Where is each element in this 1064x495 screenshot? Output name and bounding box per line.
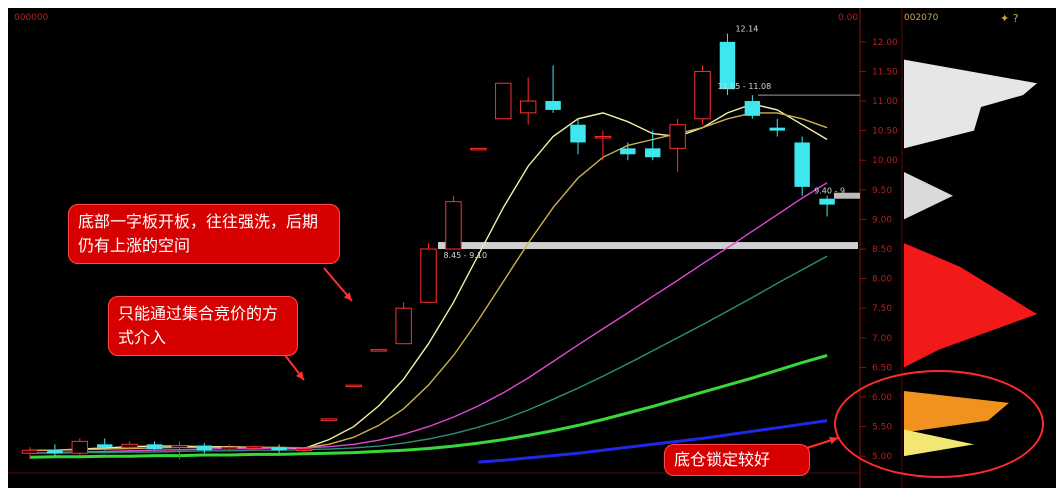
candle-body-up — [495, 82, 512, 120]
profile-white-upper — [904, 59, 1037, 149]
candle-body-down — [47, 450, 63, 454]
price-tick-label: 7.50 — [872, 304, 892, 314]
chart-panel: 12.14 11.05 - 11.08 8.45 - 9.10 9.40 - 9 00… — [8, 8, 1056, 488]
candle-body-up — [171, 445, 188, 448]
candle-body-down — [645, 148, 661, 158]
candle-body-up — [594, 136, 612, 139]
candle-body-up — [445, 201, 462, 250]
arrow-strong-wash-head — [343, 292, 352, 301]
price-tick-label: 10.50 — [872, 127, 898, 137]
candle-body-up — [694, 70, 711, 120]
candle-body-up — [345, 384, 363, 388]
candle-body-up — [669, 124, 686, 149]
candle-body-up — [420, 248, 437, 303]
candle-body-up — [121, 443, 138, 448]
callout-base-locked: 底仓锁定较好 — [664, 444, 810, 476]
candle-body-down — [620, 148, 636, 155]
candle-body-up — [320, 418, 338, 421]
resistance-band — [438, 242, 858, 250]
candle-body-up — [221, 446, 238, 450]
ma-line-1 — [30, 112, 828, 451]
candle-body-up — [71, 440, 89, 454]
candle-body-up — [370, 349, 387, 352]
candle-body-up — [470, 147, 487, 151]
price-tick-label: 8.50 — [872, 245, 892, 255]
price-tick-label: 12.00 — [872, 38, 898, 48]
price-tick-label: 10.00 — [872, 156, 898, 166]
candle-body-down — [719, 41, 736, 90]
header-code-right: 002070 — [904, 13, 939, 23]
candle-body-up — [245, 446, 263, 449]
candle-body-up — [519, 100, 537, 114]
candle-body-up — [21, 449, 39, 454]
price-tick-label: 11.50 — [872, 67, 898, 77]
candle-body-down — [570, 124, 586, 143]
ma-line-4 — [29, 354, 828, 459]
candle-body-down — [196, 445, 213, 451]
arrow-auction-entry-head — [295, 371, 304, 380]
price-tick-label: 8.00 — [872, 275, 892, 285]
candle-body-down — [271, 447, 287, 451]
price-tick-label: 6.50 — [872, 363, 892, 373]
low-marker — [834, 192, 860, 199]
candle-body-up — [295, 448, 313, 452]
arrow-base-locked-head — [829, 436, 838, 445]
price-tick-label: 7.00 — [872, 334, 892, 344]
candle-body-down — [545, 101, 561, 110]
callout-strong-wash: 底部一字板开板，往往强洗，后期仍有上涨的空间 — [68, 204, 340, 264]
price-tick-label: 9.50 — [872, 186, 892, 196]
header-label-small: 0.00 — [838, 13, 858, 23]
price-tick-label: 11.00 — [872, 97, 898, 107]
ma-line-0 — [30, 103, 828, 451]
price-annotation: 8.45 - 9.10 — [443, 251, 487, 260]
candle-body-up — [395, 307, 412, 345]
header-code-left: 000000 — [14, 13, 49, 23]
profile-white-mid — [904, 172, 953, 220]
candle-body-down — [819, 198, 835, 205]
candle-body-down — [744, 101, 761, 116]
ma-line-2 — [29, 182, 828, 454]
callout-auction-entry: 只能通过集合竞价的方式介入 — [108, 296, 298, 356]
candle-body-down — [97, 444, 113, 448]
price-annotation: 9.40 - 9 — [814, 187, 845, 196]
toolbar-icons: ✦ ? — [1000, 12, 1019, 25]
ma-line-5 — [478, 419, 828, 464]
profile-red — [904, 243, 1037, 368]
candle-body-down — [769, 127, 785, 131]
ma-line-3 — [30, 255, 828, 454]
price-tick-label: 9.00 — [872, 215, 892, 225]
price-annotation: 12.14 — [735, 25, 758, 34]
candle-body-down — [146, 444, 163, 450]
price-annotation: 11.05 - 11.08 — [717, 82, 771, 91]
candle-body-down — [794, 142, 810, 187]
base-position-circle — [834, 370, 1044, 478]
